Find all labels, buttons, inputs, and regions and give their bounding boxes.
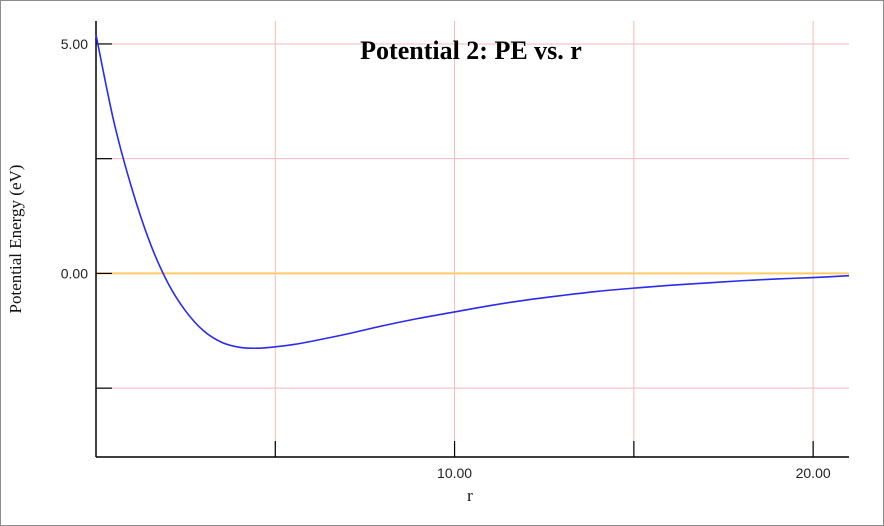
x-tick-label: 20.00 (796, 465, 831, 481)
pe-curve-line (95, 34, 850, 350)
ticks-layer: 10.00 20.00 5.00 0.00 (61, 36, 831, 481)
chart-title: Potential 2: PE vs. r (360, 36, 582, 65)
y-tick-label: 5.00 (61, 36, 88, 52)
x-tick-label: 10.00 (437, 465, 472, 481)
y-axis-label: Potential Energy (eV) (6, 165, 25, 314)
series-layer (95, 34, 850, 350)
x-axis-label: r (467, 486, 473, 505)
y-tick-label: 0.00 (61, 265, 88, 281)
grid-layer (96, 21, 849, 457)
axes-layer (95, 21, 849, 458)
